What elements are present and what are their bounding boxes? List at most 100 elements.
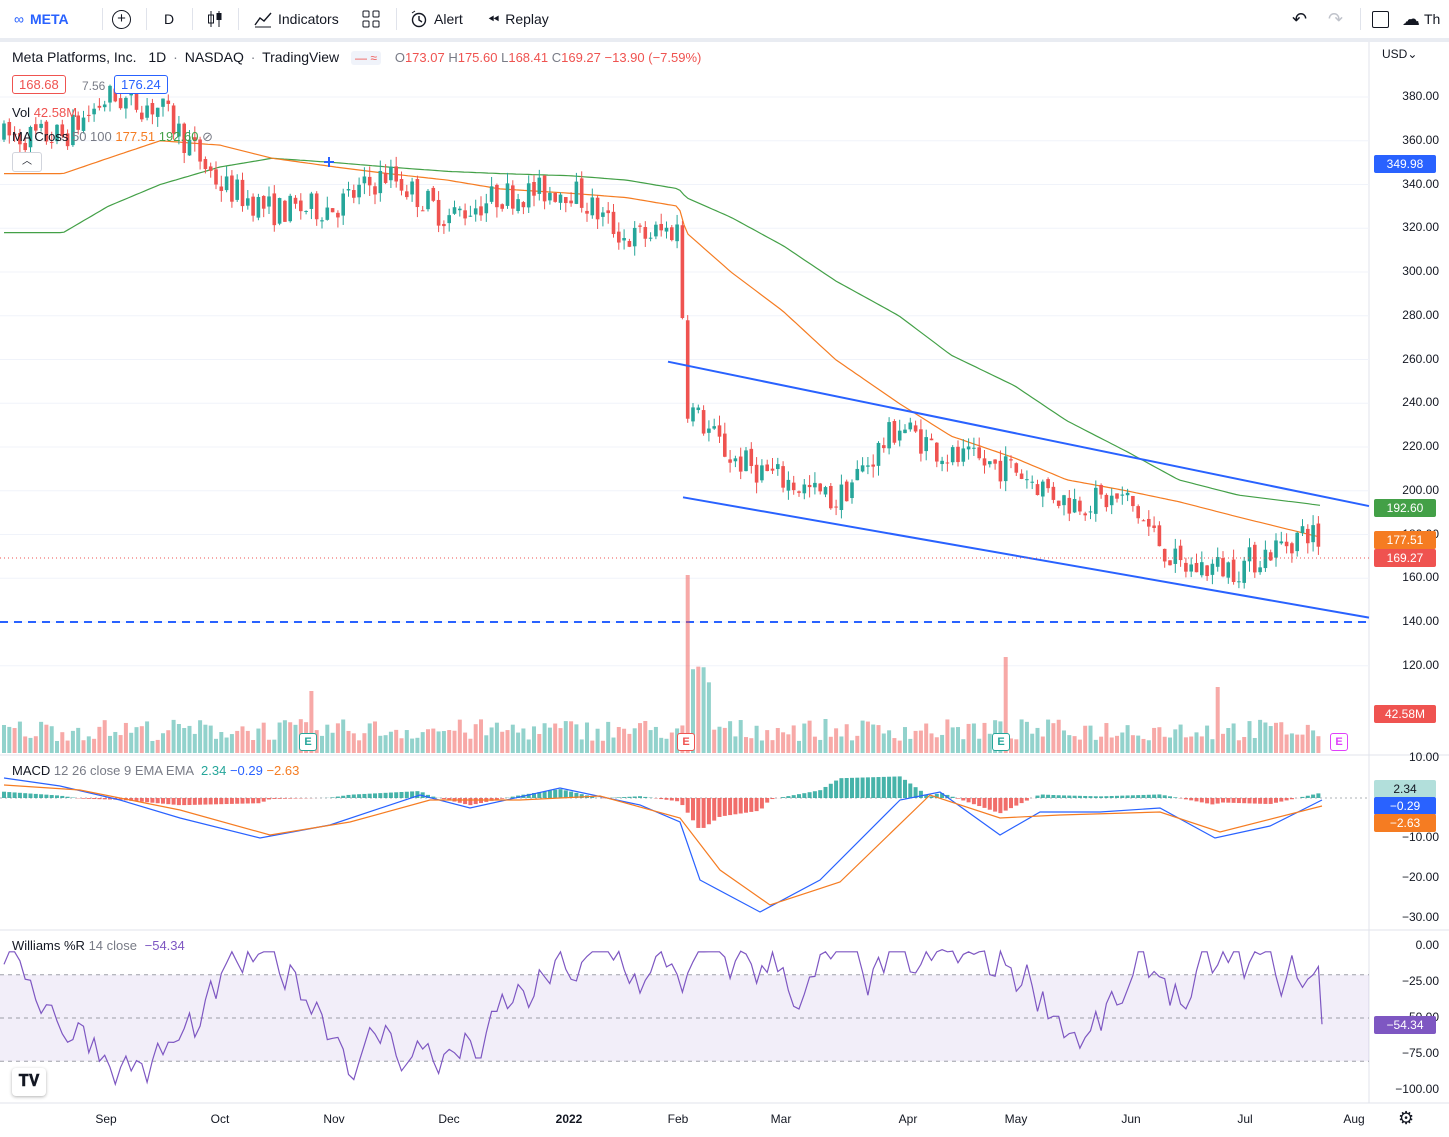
- symbol-search[interactable]: ∞ META: [14, 0, 69, 38]
- layout-button[interactable]: [1372, 0, 1389, 38]
- legend-source: TradingView: [262, 49, 340, 65]
- candle-body: [696, 407, 701, 411]
- volume-bar: [23, 736, 28, 753]
- macd-histogram-bar: [659, 798, 664, 800]
- volume-bar: [934, 737, 939, 753]
- candle-body: [733, 458, 738, 462]
- macd-histogram-bar: [590, 796, 595, 798]
- candle-body: [49, 141, 54, 143]
- macd-histogram-bar: [415, 791, 420, 798]
- chart-canvas[interactable]: [0, 42, 1449, 1137]
- earnings-marker[interactable]: E: [677, 733, 695, 751]
- macd-histogram-bar: [1088, 796, 1093, 798]
- volume-bar: [1077, 739, 1082, 753]
- redo-button[interactable]: ↷: [1328, 0, 1343, 38]
- volume-bar: [1210, 739, 1215, 753]
- ask-price[interactable]: 176.24: [114, 75, 168, 94]
- volume-bar: [728, 721, 733, 753]
- macd-histogram-bar: [950, 796, 955, 798]
- volume-bar: [150, 740, 155, 753]
- earnings-marker[interactable]: E: [299, 733, 317, 751]
- volume-bar: [1093, 739, 1098, 753]
- candle-body: [463, 210, 467, 219]
- volume-bar: [606, 721, 611, 753]
- volume-bar: [553, 723, 558, 753]
- volume-bar: [733, 736, 738, 753]
- volume-bar: [1003, 657, 1008, 753]
- settings-gear-icon[interactable]: ⚙︎: [1398, 1108, 1415, 1128]
- candle-body: [28, 126, 33, 148]
- macd-histogram-bar: [1168, 796, 1172, 798]
- macd-histogram-bar: [17, 792, 22, 798]
- currency-selector[interactable]: USD⌄: [1382, 47, 1418, 61]
- theme-button[interactable]: ☁︎ Th: [1402, 0, 1440, 38]
- macd-histogram-bar: [1279, 798, 1284, 802]
- volume-bar: [643, 720, 648, 753]
- volume-bar: [802, 723, 807, 753]
- tradingview-logo[interactable]: 𝐓𝐕: [12, 1068, 46, 1096]
- volume-bar: [1109, 737, 1114, 753]
- volume-legend: Vol 42.58M: [12, 105, 78, 120]
- legend-toggle-icons[interactable]: — ≈: [351, 51, 381, 65]
- volume-bar: [357, 740, 362, 753]
- macd-histogram-bar: [1062, 795, 1066, 798]
- earnings-marker-upcoming[interactable]: E: [1330, 733, 1348, 751]
- candle-body: [680, 225, 685, 319]
- macd-histogram-bar: [664, 798, 669, 800]
- candle-body: [1284, 541, 1289, 547]
- volume-bar: [224, 737, 229, 753]
- volume-bar: [240, 726, 245, 753]
- volume-bar: [1046, 719, 1051, 753]
- macd-histogram-bar: [102, 798, 107, 800]
- earnings-marker[interactable]: E: [992, 733, 1010, 751]
- volume-bar: [351, 733, 356, 753]
- candle-body: [1205, 565, 1209, 577]
- bid-price[interactable]: 168.68: [12, 75, 66, 94]
- volume-bar: [977, 738, 982, 753]
- compare-button[interactable]: +: [112, 0, 131, 38]
- macd-histogram-bar: [553, 789, 558, 798]
- macd-histogram-bar: [971, 798, 976, 805]
- candle-body: [1237, 581, 1241, 583]
- macd-histogram-bar: [441, 798, 446, 800]
- volume-bar: [219, 732, 224, 753]
- undo-button[interactable]: ↶: [1292, 0, 1307, 38]
- volume-bar: [261, 722, 266, 753]
- chart-type-button[interactable]: [206, 0, 224, 38]
- alert-button[interactable]: Alert: [410, 0, 463, 38]
- cloud-icon: ☁︎: [1402, 8, 1420, 29]
- templates-button[interactable]: [362, 0, 380, 38]
- candle-body: [770, 468, 775, 471]
- interval-button[interactable]: D: [164, 0, 174, 38]
- volume-bar: [118, 735, 123, 753]
- volume-bar: [145, 721, 150, 753]
- macd-histogram-bar: [240, 798, 245, 804]
- candle-body: [1215, 557, 1220, 567]
- candle-body: [97, 105, 102, 108]
- volume-bar: [961, 739, 966, 753]
- macd-histogram-bar: [468, 798, 473, 806]
- volume-bar: [701, 667, 706, 753]
- candle-body: [7, 121, 12, 136]
- candle-body: [389, 166, 393, 181]
- macd-histogram-bar: [913, 787, 918, 798]
- volume-bar: [1199, 736, 1204, 753]
- candle-body: [1136, 506, 1140, 519]
- volume-bar: [282, 720, 287, 753]
- williams-line: [3, 949, 1323, 1087]
- candle-body: [1306, 528, 1310, 544]
- candle-body: [717, 425, 722, 437]
- candle-body: [1295, 532, 1299, 552]
- macd-histogram-bar: [86, 798, 91, 799]
- volume-bar: [887, 730, 892, 753]
- candle-body: [813, 482, 817, 488]
- candle-body: [823, 487, 828, 495]
- volume-bar: [632, 728, 637, 753]
- volume-bar: [1173, 729, 1178, 753]
- macd-histogram-bar: [542, 791, 547, 798]
- collapse-legend-button[interactable]: ︿: [12, 152, 42, 172]
- macd-histogram-bar: [1024, 798, 1029, 801]
- indicators-button[interactable]: Indicators: [254, 0, 339, 38]
- candle-body: [797, 491, 801, 493]
- replay-button[interactable]: ⏪︎ Replay: [488, 0, 549, 38]
